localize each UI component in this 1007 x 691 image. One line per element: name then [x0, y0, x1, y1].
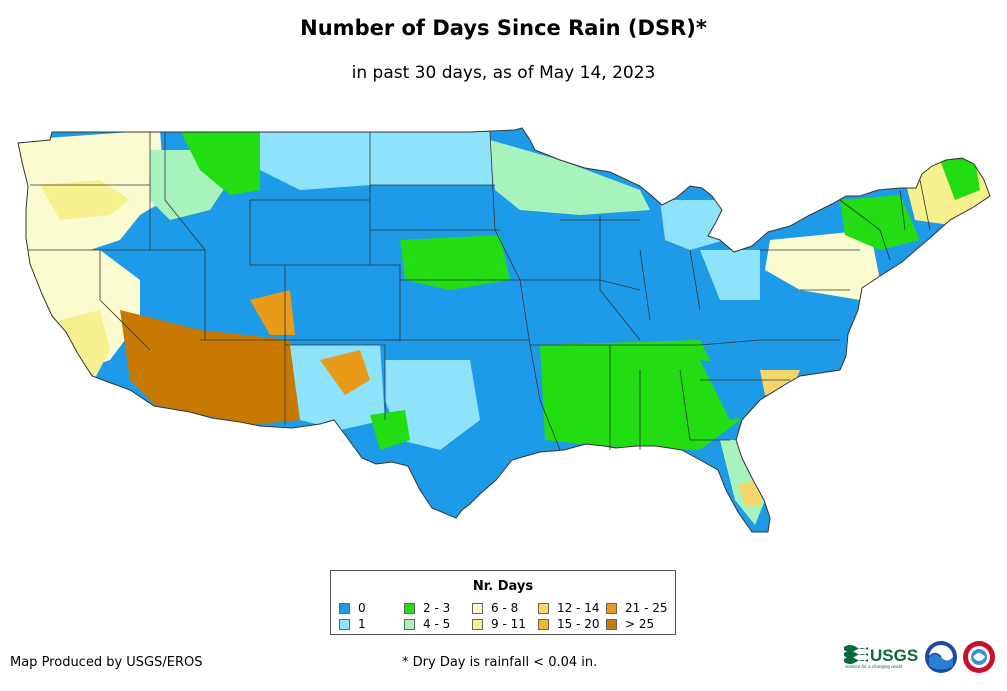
legend-item-7: 15 - 20 [538, 617, 600, 631]
nebraska-green-region [400, 235, 510, 290]
montana-green-region [180, 130, 260, 195]
legend-label: 2 - 3 [423, 601, 451, 615]
legend-label: > 25 [625, 617, 655, 631]
legend-item-5: 9 - 11 [472, 617, 526, 631]
texas-west-region [370, 410, 410, 450]
utah-dry-region [250, 290, 295, 335]
pennsylvania-region [765, 230, 880, 300]
legend-label: 4 - 5 [423, 617, 451, 631]
legend-swatch [339, 602, 350, 614]
legend-label: 12 - 14 [557, 601, 600, 615]
texas-panhandle-region [385, 360, 480, 450]
legend-item-8: 21 - 25 [606, 601, 668, 615]
dakotas-region [370, 132, 495, 185]
legend-label: 0 [358, 601, 366, 615]
map-title: Number of Days Since Rain (DSR)* [300, 16, 707, 40]
legend-item-9: > 25 [606, 617, 654, 631]
legend-item-2: 2 - 3 [404, 601, 450, 615]
legend-swatch [538, 618, 549, 630]
legend-item-6: 12 - 14 [538, 601, 600, 615]
arizona-region [120, 310, 300, 425]
michigan-region [660, 200, 725, 250]
montana-region [260, 132, 372, 190]
legend-label: 21 - 25 [625, 601, 668, 615]
legend-swatch [538, 602, 549, 614]
legend-item-3: 4 - 5 [404, 617, 450, 631]
maine-region [940, 160, 980, 200]
legend-swatch [404, 618, 415, 630]
legend-swatch [472, 602, 483, 614]
nc-coast-region [760, 370, 800, 395]
map-subtitle: in past 30 days, as of May 14, 2023 [351, 63, 656, 83]
nws-logo [963, 641, 995, 673]
legend-label: 9 - 11 [491, 617, 526, 631]
legend-swatch [606, 618, 617, 630]
legend-label: 6 - 8 [491, 601, 519, 615]
usgs-logo: USGS science for a changing world [844, 645, 918, 669]
legend-swatch [606, 602, 617, 614]
usgs-logo-text: USGS [870, 646, 918, 665]
legend-label: 15 - 20 [557, 617, 600, 631]
noaa-logo [925, 641, 957, 673]
legend: Nr. Days 0 1 2 - 3 4 - 5 6 - 8 9 - 11 12… [330, 570, 676, 635]
legend-swatch [472, 618, 483, 630]
legend-item-1: 1 [339, 617, 366, 631]
legend-item-4: 6 - 8 [472, 601, 518, 615]
produced-by-credit: Map Produced by USGS/EROS [10, 655, 203, 670]
legend-title: Nr. Days [472, 579, 534, 594]
legend-label: 1 [358, 617, 366, 631]
california-region [25, 250, 140, 370]
new-york-region [840, 195, 920, 250]
dry-day-note: * Dry Day is rainfall < 0.04 in. [402, 655, 598, 670]
state-borders [17, 127, 991, 533]
ohio-region [700, 250, 760, 300]
legend-swatch [404, 602, 415, 614]
legend-item-0: 0 [339, 601, 366, 615]
legend-swatch [339, 618, 350, 630]
minnesota-region [490, 140, 650, 215]
socal-region [60, 310, 110, 378]
oregon-region [40, 180, 130, 220]
usgs-tagline: science for a changing world [845, 664, 903, 669]
nm-dry-region [320, 350, 370, 395]
